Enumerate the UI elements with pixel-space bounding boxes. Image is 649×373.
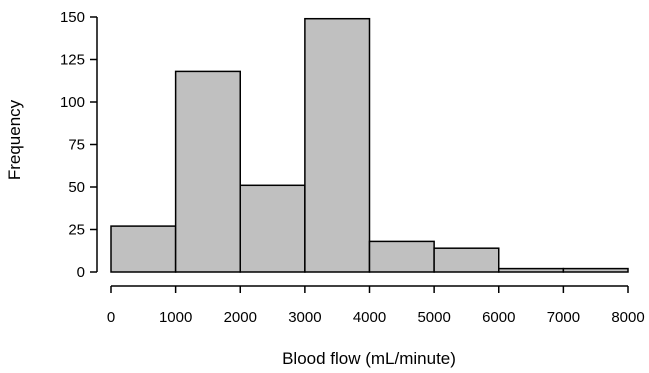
- x-tick-label: 4000: [353, 309, 386, 326]
- x-tick-label: 3000: [288, 309, 321, 326]
- y-tick-label: 0: [77, 264, 85, 281]
- x-tick-label: 8000: [611, 309, 644, 326]
- histogram-bar-4: [368, 240, 435, 273]
- x-tick-label: 1000: [159, 309, 192, 326]
- y-tick-label: 150: [60, 9, 85, 26]
- histogram-bar-7: [562, 267, 629, 273]
- x-tick-label: 6000: [482, 309, 515, 326]
- x-tick-label: 0: [107, 309, 115, 326]
- histogram-bar-1: [174, 70, 241, 273]
- y-tick-label: 100: [60, 94, 85, 111]
- histogram-bar-2: [239, 184, 306, 273]
- bars: [110, 17, 629, 273]
- y-axis-title: Frequency: [5, 99, 24, 180]
- x-tick-label: 5000: [417, 309, 450, 326]
- histogram-bar-5: [433, 247, 500, 273]
- y-tick-label: 25: [68, 222, 85, 239]
- y-tick-label: 50: [68, 179, 85, 196]
- x-tick-label: 2000: [224, 309, 257, 326]
- y-axis: 0 25 50 75 100 125 150: [60, 9, 98, 281]
- x-axis: 0 1000 2000 3000 4000 5000 6000 7000 8000: [107, 285, 645, 326]
- y-tick-label: 75: [68, 137, 85, 154]
- x-axis-title: Blood flow (mL/minute): [282, 349, 456, 368]
- histogram-bar-6: [498, 267, 565, 273]
- y-tick-label: 125: [60, 52, 85, 69]
- histogram-bar-3: [304, 17, 371, 273]
- x-tick-label: 7000: [547, 309, 580, 326]
- histogram-bar-0: [110, 225, 177, 273]
